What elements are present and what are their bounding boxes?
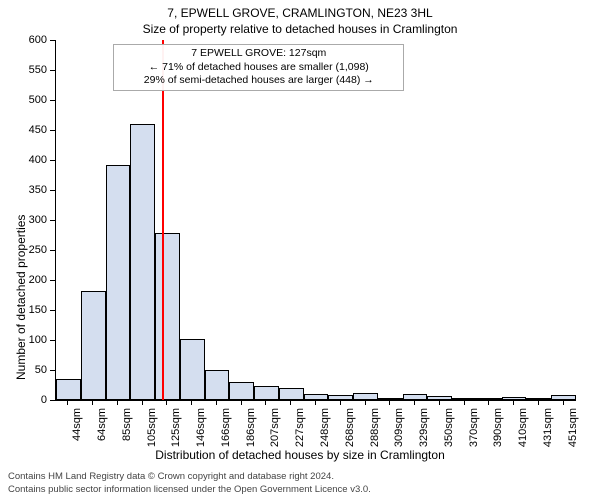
x-tick-label: 166sqm: [220, 408, 232, 447]
histogram-bar: [526, 398, 551, 400]
x-tick-label: 207sqm: [269, 408, 281, 447]
x-tick-label: 186sqm: [245, 408, 257, 447]
x-tick-label: 329sqm: [418, 408, 430, 447]
x-tick-label: 431sqm: [542, 408, 554, 447]
x-tick-label: 105sqm: [146, 408, 158, 447]
x-tick-label: 227sqm: [294, 408, 306, 447]
x-tick-label: 451sqm: [567, 408, 579, 447]
x-tick-mark: [439, 400, 440, 405]
annotation-line-3: 29% of semi-detached houses are larger (…: [120, 74, 397, 88]
property-marker-line: [162, 40, 164, 400]
chart-title-sub: Size of property relative to detached ho…: [0, 20, 600, 36]
x-tick-mark: [538, 400, 539, 405]
y-tick-label: 300: [0, 214, 47, 226]
annotation-line-2: ← 71% of detached houses are smaller (1,…: [120, 61, 397, 75]
x-tick-mark: [464, 400, 465, 405]
chart-title-main: 7, EPWELL GROVE, CRAMLINGTON, NE23 3HL: [0, 0, 600, 20]
x-tick-label: 64sqm: [96, 408, 108, 441]
histogram-bar: [551, 395, 576, 400]
x-tick-label: 146sqm: [195, 408, 207, 447]
x-tick-label: 125sqm: [170, 408, 182, 447]
chart-container: 7, EPWELL GROVE, CRAMLINGTON, NE23 3HL S…: [0, 0, 600, 500]
y-tick-label: 250: [0, 244, 47, 256]
x-tick-label: 248sqm: [319, 408, 331, 447]
x-tick-mark: [389, 400, 390, 405]
x-tick-label: 309sqm: [393, 408, 405, 447]
x-tick-label: 390sqm: [492, 408, 504, 447]
x-tick-label: 85sqm: [121, 408, 133, 441]
x-tick-mark: [67, 400, 68, 405]
x-tick-mark: [365, 400, 366, 405]
y-tick-label: 0: [0, 394, 47, 406]
x-tick-mark: [563, 400, 564, 405]
histogram-bar: [328, 395, 353, 400]
footer-line-2: Contains public sector information licen…: [8, 484, 371, 496]
x-tick-mark: [340, 400, 341, 405]
x-tick-mark: [142, 400, 143, 405]
x-tick-mark: [241, 400, 242, 405]
histogram-bar: [427, 396, 452, 400]
histogram-bar: [353, 393, 378, 400]
x-tick-label: 350sqm: [443, 408, 455, 447]
y-tick-label: 600: [0, 34, 47, 46]
x-tick-mark: [117, 400, 118, 405]
x-tick-mark: [92, 400, 93, 405]
y-tick-label: 550: [0, 64, 47, 76]
x-tick-label: 410sqm: [517, 408, 529, 447]
x-tick-label: 288sqm: [369, 408, 381, 447]
x-tick-mark: [166, 400, 167, 405]
y-tick-label: 500: [0, 94, 47, 106]
histogram-bar: [180, 339, 205, 400]
histogram-bar: [130, 124, 155, 400]
x-tick-label: 44sqm: [71, 408, 83, 441]
y-tick-label: 50: [0, 364, 47, 376]
y-tick-label: 350: [0, 184, 47, 196]
y-tick-label: 150: [0, 304, 47, 316]
x-tick-mark: [414, 400, 415, 405]
x-tick-mark: [191, 400, 192, 405]
histogram-bar: [254, 386, 279, 400]
histogram-bar: [56, 379, 81, 400]
histogram-bar: [229, 382, 254, 400]
plot-area: 7 EPWELL GROVE: 127sqm← 71% of detached …: [55, 40, 576, 401]
x-tick-mark: [290, 400, 291, 405]
x-tick-mark: [216, 400, 217, 405]
histogram-bar: [452, 398, 477, 400]
footer-line-1: Contains HM Land Registry data © Crown c…: [8, 471, 371, 483]
y-tick-label: 100: [0, 334, 47, 346]
y-axis-label: Number of detached properties: [14, 215, 28, 380]
x-tick-label: 268sqm: [344, 408, 356, 447]
histogram-bar: [106, 165, 131, 400]
annotation-line-1: 7 EPWELL GROVE: 127sqm: [120, 47, 397, 61]
x-tick-mark: [513, 400, 514, 405]
y-tick-label: 450: [0, 124, 47, 136]
x-tick-label: 370sqm: [468, 408, 480, 447]
histogram-bar: [205, 370, 230, 400]
x-tick-mark: [488, 400, 489, 405]
x-axis-label: Distribution of detached houses by size …: [0, 448, 600, 462]
footer-attribution: Contains HM Land Registry data © Crown c…: [8, 471, 371, 496]
x-tick-mark: [315, 400, 316, 405]
y-tick-label: 400: [0, 154, 47, 166]
y-tick-label: 200: [0, 274, 47, 286]
histogram-bar: [279, 388, 304, 400]
annotation-box: 7 EPWELL GROVE: 127sqm← 71% of detached …: [113, 44, 404, 91]
x-tick-mark: [265, 400, 266, 405]
histogram-bar: [81, 291, 106, 400]
histogram-bar: [155, 233, 180, 400]
